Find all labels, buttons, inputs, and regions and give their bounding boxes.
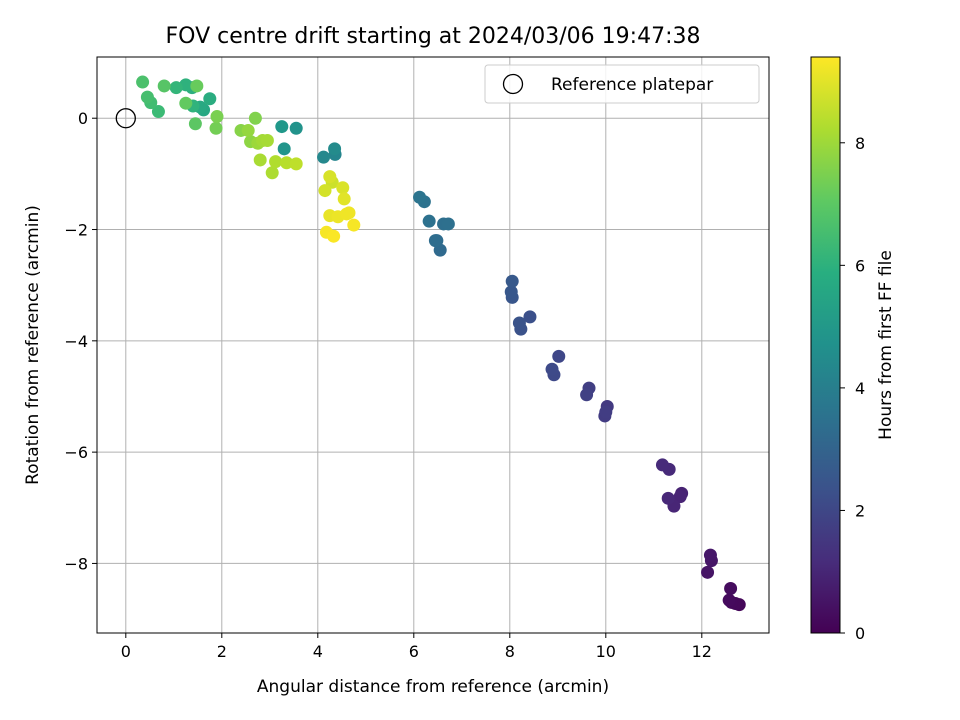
x-tick-label: 6 [409, 642, 419, 661]
data-point [323, 170, 337, 184]
data-point [422, 214, 436, 228]
colorbar-tick-label: 2 [855, 501, 865, 520]
y-tick-label: −8 [64, 554, 88, 573]
data-point [151, 105, 165, 119]
data-point [701, 565, 715, 579]
data-point [269, 155, 283, 169]
data-point [289, 157, 303, 171]
x-axis-ticks: 0 2 4 6 8 10 12 [121, 633, 712, 661]
x-tick-label: 12 [692, 642, 712, 661]
data-point [428, 234, 442, 248]
data-point [317, 150, 331, 164]
data-point [347, 218, 361, 232]
legend-box [484, 64, 760, 104]
x-tick-label: 0 [121, 642, 131, 661]
data-point [277, 142, 291, 156]
data-point [512, 316, 526, 330]
data-point [504, 285, 518, 299]
x-tick-label: 10 [596, 642, 616, 661]
data-point [505, 274, 519, 288]
data-point [661, 491, 675, 505]
y-tick-label: −6 [64, 443, 88, 462]
data-point [209, 121, 223, 135]
data-point [203, 92, 217, 106]
data-point [241, 123, 255, 137]
data-point [260, 133, 274, 147]
x-tick-label: 4 [313, 642, 323, 661]
data-point [190, 79, 204, 93]
data-point [703, 548, 717, 562]
legend-label: Reference platepar [551, 75, 713, 95]
data-point [655, 458, 669, 472]
y-axis-label: Rotation from reference (arcmin) [23, 205, 43, 485]
data-point [342, 206, 356, 220]
data-point [275, 120, 289, 134]
y-tick-label: −2 [64, 221, 88, 240]
colorbar: 0 2 4 6 8 Hours from first FF file [810, 56, 896, 643]
colorbar-tick-label: 8 [855, 134, 865, 153]
data-point [169, 81, 183, 95]
data-point [289, 121, 303, 135]
colorbar-gradient [810, 56, 841, 634]
colorbar-tick-label: 0 [855, 624, 865, 643]
data-point [722, 593, 736, 607]
x-tick-label: 2 [217, 642, 227, 661]
reference-marker-group [115, 108, 136, 129]
data-point [265, 166, 279, 180]
data-point [318, 184, 332, 198]
data-point [136, 75, 150, 89]
colorbar-tick-label: 4 [855, 379, 865, 398]
colorbar-tick-label: 6 [855, 256, 865, 275]
x-tick-label: 8 [505, 642, 515, 661]
data-point [724, 581, 738, 595]
data-point [336, 181, 350, 195]
grid-lines [97, 57, 769, 633]
legend-reference-marker [502, 73, 524, 95]
data-point [599, 405, 613, 419]
data-point [210, 110, 224, 124]
y-axis-ticks: 0 −2 −4 −6 −8 [64, 109, 97, 573]
data-point [248, 111, 262, 125]
data-point [157, 79, 171, 93]
data-point [580, 388, 594, 402]
data-point [280, 156, 294, 170]
data-point [140, 90, 154, 104]
data-point [552, 349, 566, 363]
scatter-points [136, 75, 746, 612]
y-tick-label: 0 [78, 109, 88, 128]
data-point [545, 362, 559, 376]
data-point [327, 229, 341, 243]
data-point [188, 117, 202, 131]
data-point [523, 310, 537, 324]
colorbar-ticks: 0 2 4 6 8 [840, 134, 865, 643]
y-tick-label: −4 [64, 332, 88, 351]
data-point [328, 142, 342, 156]
data-point [337, 192, 351, 206]
data-point [673, 490, 687, 504]
plot-frame [96, 56, 770, 634]
data-point [253, 153, 267, 167]
data-point [179, 96, 193, 110]
data-point [441, 217, 455, 231]
legend: Reference platepar [484, 64, 760, 104]
x-axis-label: Angular distance from reference (arcmin) [257, 677, 609, 697]
reference-platepar-marker [115, 108, 136, 129]
data-point [413, 190, 427, 204]
colorbar-label: Hours from first FF file [876, 250, 896, 440]
chart-title: FOV centre drift starting at 2024/03/06 … [166, 24, 701, 49]
